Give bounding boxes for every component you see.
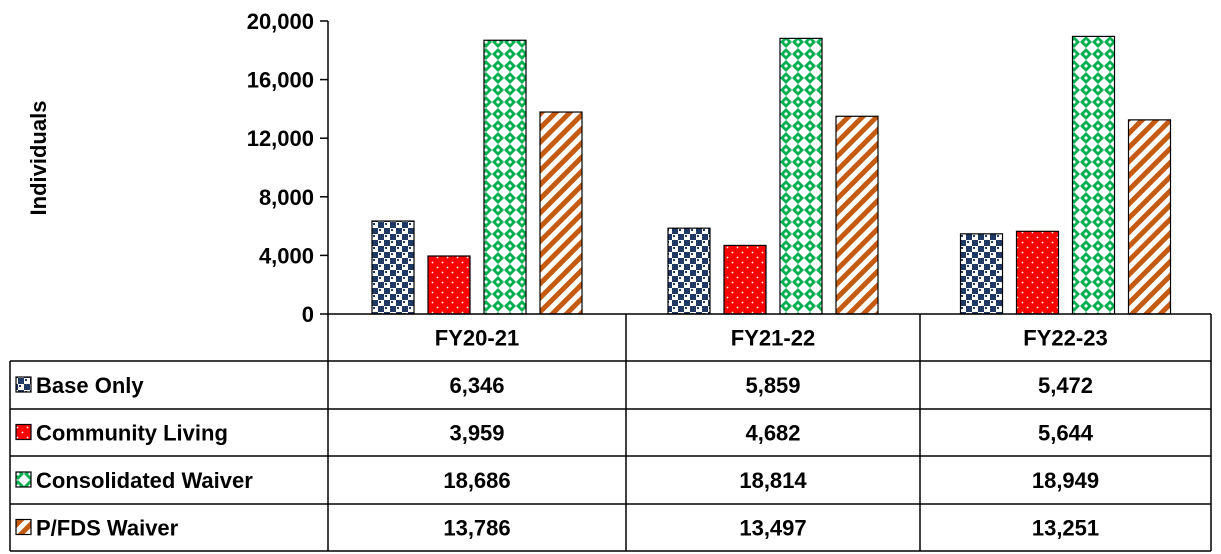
data-table-grid [9,313,1212,552]
data-label: 3,959 [449,421,504,446]
bar-base-only-fy22-23 [959,233,1004,315]
x-category-label: FY21-22 [731,326,815,351]
y-axis: 0 4,000 8,000 12,000 16,000 20,000 [247,9,329,327]
y-tick-label: 4,000 [259,243,314,268]
plot-area [371,35,1172,315]
data-label: 6,346 [449,373,504,398]
data-label: 5,644 [1038,421,1094,446]
legend-key [15,423,32,441]
bar-base-only-fy20-21 [371,220,415,315]
data-label: 5,472 [1038,373,1093,398]
legend-label: Consolidated Waiver [36,468,253,493]
legend-key [15,471,32,488]
bar-base-only-fy21-22 [667,227,711,315]
data-label: 13,497 [739,516,806,541]
data-label: 13,251 [1032,516,1099,541]
data-label: 18,686 [443,468,510,493]
legend-label: Community Living [36,421,228,446]
data-label: 5,859 [745,373,800,398]
data-table: FY20-21 FY21-22 FY22-23 Base Only 6,346 5,859… [15,326,1108,541]
data-label: 4,682 [745,421,800,446]
legend-key [15,518,32,536]
bar-p-fds-waiver-fy21-22 [835,115,879,315]
data-label: 13,786 [443,516,510,541]
y-tick-label: 8,000 [259,185,314,210]
bar-community-living-fy22-23 [1015,230,1060,315]
bar-community-living-fy21-22 [723,244,767,315]
bar-community-living-fy20-21 [427,255,471,315]
y-tick-label: 12,000 [247,126,314,151]
bar-consolidated-waiver-fy20-21 [483,39,527,315]
legend-key [15,376,32,393]
data-label: 18,949 [1032,468,1099,493]
bar-consolidated-waiver-fy22-23 [1071,35,1116,315]
y-tick-label: 0 [302,302,314,327]
bar-p-fds-waiver-fy20-21 [539,111,583,315]
y-tick-label: 20,000 [247,9,314,34]
data-label: 18,814 [739,468,807,493]
x-category-label: FY20-21 [435,326,519,351]
bar-consolidated-waiver-fy21-22 [779,37,823,315]
legend-label: P/FDS Waiver [36,516,179,541]
x-category-label: FY22-23 [1023,326,1107,351]
bar-p-fds-waiver-fy22-23 [1127,119,1172,315]
y-axis-title: Individuals [26,101,51,216]
y-tick-label: 16,000 [247,68,314,93]
legend-label: Base Only [36,373,144,398]
